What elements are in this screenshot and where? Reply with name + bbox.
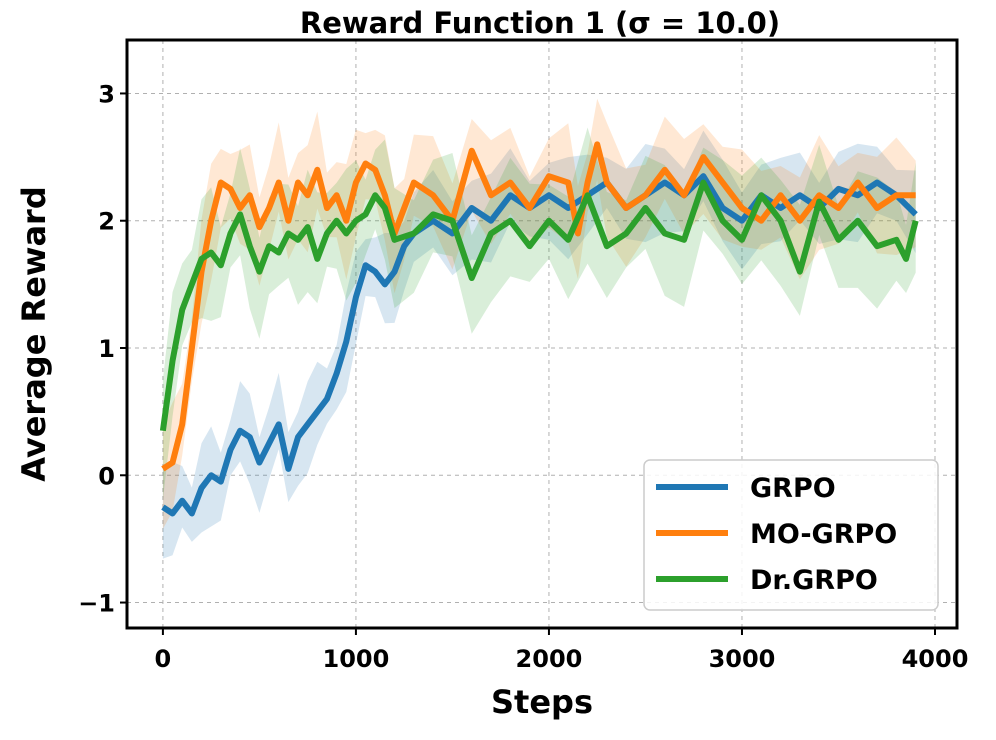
x-tick-label: 1000 [323, 645, 390, 673]
legend-frame [643, 459, 939, 611]
x-tick-label: 4000 [902, 645, 969, 673]
y-tick-label: −1 [78, 590, 115, 618]
chart-title: Reward Function 1 (σ = 10.0) [300, 6, 780, 40]
y-tick-label: 1 [98, 335, 115, 363]
y-tick-label: 0 [98, 462, 115, 490]
line-dr-grpo [159, 179, 919, 432]
legend-label: MO-GRPO [750, 519, 897, 550]
legend-label: Dr.GRPO [750, 565, 878, 596]
x-tick-label: 2000 [516, 645, 583, 673]
x-tick-label: 3000 [709, 645, 776, 673]
series-lines [159, 141, 919, 517]
y-axis-label: Average Reward [15, 186, 53, 482]
line-mo-grpo [161, 141, 916, 472]
ticks: 0 1000 2000 3000 4000 −1 0 1 2 3 [78, 80, 968, 673]
x-axis-label: Steps [491, 683, 593, 721]
plot-frame [125, 38, 959, 630]
legend-label: GRPO [750, 473, 836, 504]
x-tick-label: 0 [155, 645, 172, 673]
band-dr-grpo [162, 127, 916, 500]
y-tick-label: 2 [98, 208, 115, 236]
legend: GRPO MO-GRPO Dr.GRPO [643, 459, 939, 611]
y-tick-label: 3 [98, 80, 115, 108]
band-grpo [162, 130, 916, 559]
